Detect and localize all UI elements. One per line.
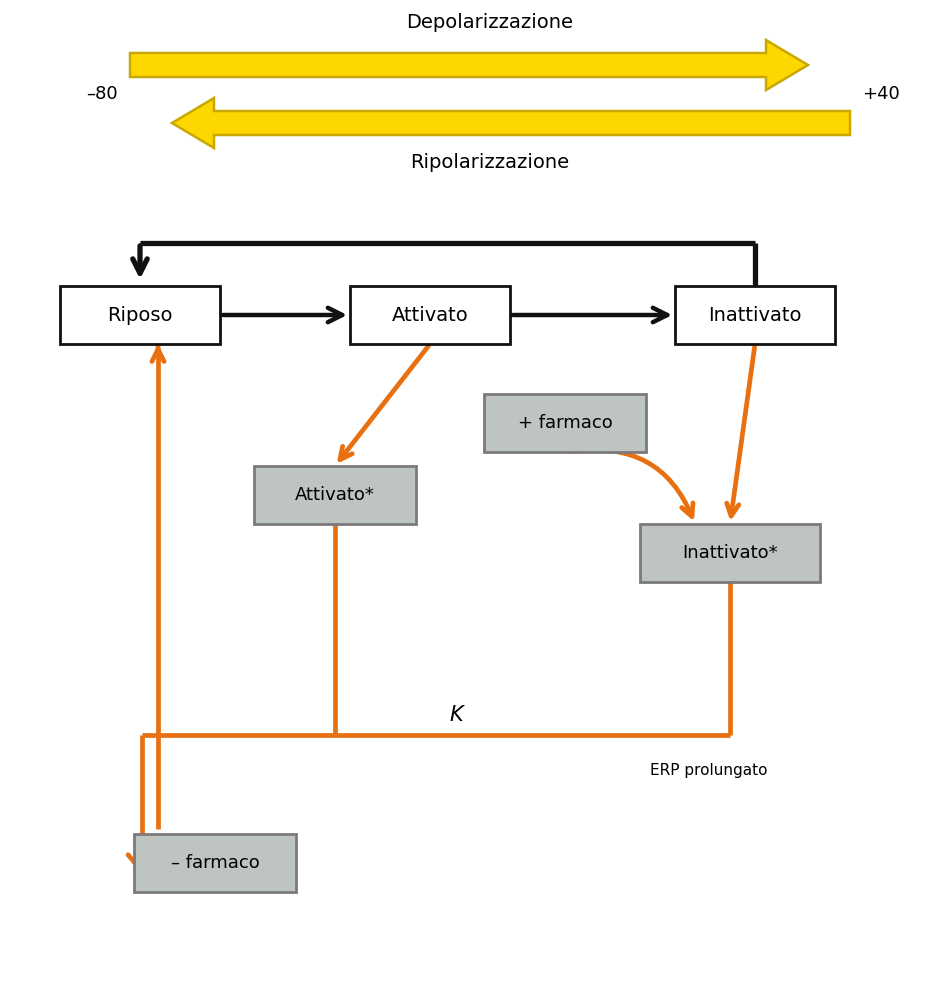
- FancyArrow shape: [172, 98, 850, 148]
- Text: +40: +40: [862, 85, 900, 103]
- Text: –80: –80: [86, 85, 118, 103]
- Text: Inattivato*: Inattivato*: [682, 544, 778, 562]
- Text: Depolarizzazione: Depolarizzazione: [406, 13, 573, 32]
- Text: Ripolarizzazione: Ripolarizzazione: [410, 153, 569, 172]
- FancyBboxPatch shape: [675, 286, 835, 344]
- Text: K: K: [449, 705, 463, 725]
- FancyBboxPatch shape: [350, 286, 510, 344]
- Text: ERP prolungato: ERP prolungato: [650, 763, 768, 778]
- FancyBboxPatch shape: [640, 524, 820, 582]
- Text: Attivato: Attivato: [392, 306, 469, 325]
- FancyBboxPatch shape: [60, 286, 220, 344]
- FancyArrow shape: [130, 40, 808, 90]
- FancyBboxPatch shape: [134, 834, 296, 892]
- Text: Riposo: Riposo: [107, 306, 173, 325]
- Text: + farmaco: + farmaco: [517, 414, 612, 432]
- FancyBboxPatch shape: [484, 394, 646, 452]
- FancyBboxPatch shape: [254, 466, 416, 524]
- Text: Attivato*: Attivato*: [295, 486, 375, 504]
- Text: – farmaco: – farmaco: [171, 854, 259, 872]
- Text: Inattivato: Inattivato: [708, 306, 802, 325]
